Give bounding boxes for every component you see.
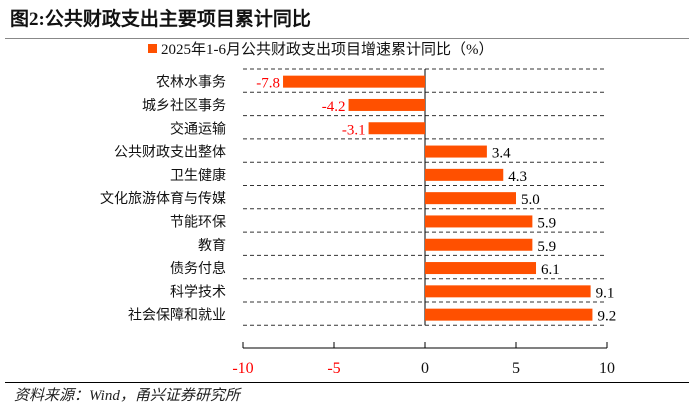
x-tick-label: 0 (421, 360, 429, 377)
bar (425, 215, 533, 228)
category-label: 农林水事务 (156, 75, 226, 91)
category-label: 科学技术 (170, 284, 226, 300)
x-tick-label: 5 (512, 360, 520, 377)
x-tick-label: -5 (327, 360, 340, 377)
data-label: 4.3 (508, 169, 527, 185)
bar (425, 308, 593, 321)
data-label: 3.4 (492, 146, 511, 162)
category-label: 债务付息 (170, 260, 226, 277)
data-label: 5.0 (521, 192, 540, 208)
category-label: 公共财政支出整体 (114, 145, 226, 161)
data-label: 9.1 (596, 285, 615, 301)
bar (425, 145, 487, 158)
legend-label: 2025年1-6月公共财政支出项目增速累计同比（%） (161, 41, 494, 58)
data-label: 5.9 (537, 215, 556, 231)
source-note: 资料来源：Wind，甬兴证券研究所 (14, 388, 240, 404)
data-label: 9.2 (597, 309, 616, 325)
category-label: 节能环保 (170, 214, 226, 230)
bar (425, 192, 516, 205)
data-label: 6.1 (541, 262, 560, 278)
title-divider (5, 38, 689, 39)
category-label: 教育 (198, 238, 226, 254)
bar (368, 122, 425, 135)
category-label: 交通运输 (170, 120, 226, 137)
x-tick-label: 10 (599, 360, 615, 377)
data-label: 5.9 (537, 239, 556, 255)
data-label: -7.8 (256, 76, 280, 92)
bar (425, 262, 537, 275)
bar (425, 285, 591, 298)
bar (425, 238, 533, 251)
figure-title: 图2:公共财政支出主要项目累计同比 (10, 9, 311, 30)
category-label: 城乡社区事务 (142, 98, 226, 114)
x-tick-label: -10 (232, 360, 253, 377)
category-label: 卫生健康 (170, 167, 226, 184)
footer-divider (5, 382, 689, 383)
category-label: 文化旅游体育与传媒 (100, 191, 226, 207)
data-label: -3.1 (342, 122, 366, 138)
legend-swatch (148, 44, 157, 53)
bar (348, 98, 425, 111)
bar (283, 75, 425, 88)
bar (425, 168, 504, 181)
category-label: 社会保障和就业 (128, 308, 226, 324)
data-label: -4.2 (322, 99, 346, 115)
